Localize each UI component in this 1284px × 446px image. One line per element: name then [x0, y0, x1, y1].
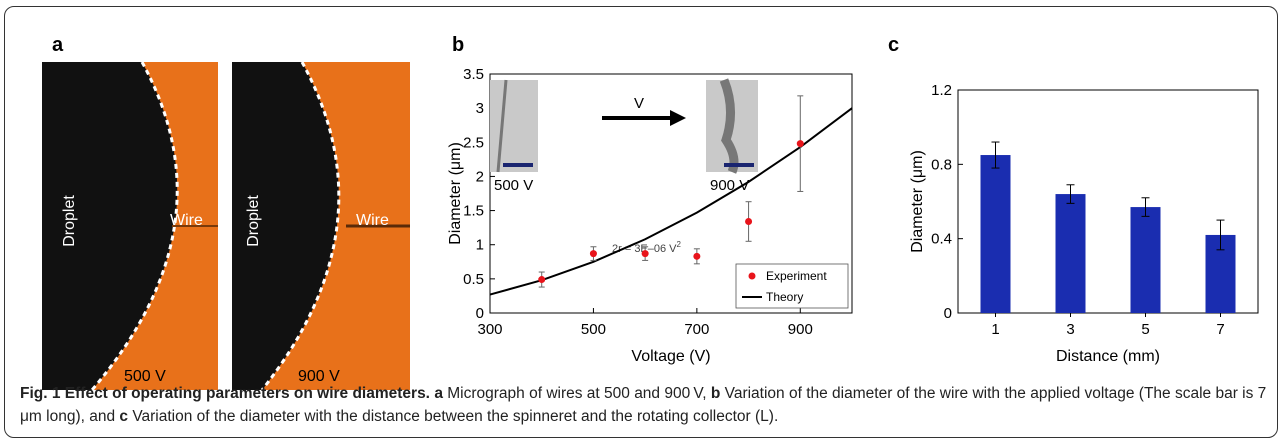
micrograph-900v: Droplet Wire 900 V — [232, 62, 410, 390]
legend-label-experiment: Experiment — [766, 269, 827, 283]
y-tick-label: 1.5 — [463, 203, 484, 220]
theory-curve — [489, 107, 853, 296]
x-axis-label: Distance (mm) — [1056, 348, 1160, 365]
y-axis-label: Diameter (μm) — [909, 150, 926, 253]
voltage-label: 900 V — [298, 368, 340, 385]
wire-label: Wire — [170, 212, 203, 229]
figure-frame — [4, 6, 1278, 438]
experiment-point — [589, 250, 597, 258]
chart-b-voltage: 0 0.5 1 1.5 2 2.5 3 3.5 300 500 700 900 Voltage (V) D… — [447, 66, 853, 365]
experiment-point — [745, 217, 753, 225]
experiment-point — [796, 140, 804, 148]
y-tick-label: 2 — [476, 168, 484, 185]
droplet-label: Droplet — [60, 195, 78, 247]
figure-caption: Fig. 1 Effect of operating parameters on… — [20, 382, 1270, 428]
inset-900v-label: 900 V — [710, 177, 749, 194]
micrograph-500v: Droplet Wire 500 V — [42, 62, 218, 390]
wire-label: Wire — [356, 212, 389, 229]
chart-b-insets: 500 V V 900 V — [490, 78, 758, 194]
caption-c-text: Variation of the diameter with the dista… — [128, 408, 779, 425]
y-tick-label: 3.5 — [463, 66, 484, 83]
voltage-label: 500 V — [124, 368, 166, 385]
plot-area-border — [489, 73, 853, 314]
caption-c-letter: c — [119, 408, 129, 425]
chart-c-axes: 0 0.4 0.8 1.2 1 3 5 7 Distance (mm) Diameter (μm) — [909, 82, 1259, 365]
y-tick-label: 0 — [476, 305, 484, 322]
chart-b-legend: Experiment Theory — [735, 263, 849, 309]
y-tick-label: 0.4 — [931, 231, 952, 248]
caption-b-letter: b — [710, 385, 721, 402]
plot-area-border — [957, 89, 1259, 314]
inset-500v-image — [490, 80, 538, 172]
x-tick-label: 7 — [1216, 321, 1224, 338]
x-tick-label: 500 — [581, 321, 606, 338]
x-tick-label: 700 — [684, 321, 709, 338]
caption-b-text: Variation of the diameter of the wire wi… — [20, 385, 1270, 425]
arrow-right-icon — [670, 110, 686, 126]
droplet-label: Droplet — [244, 195, 262, 247]
bar — [1055, 194, 1086, 313]
inset-500v-wire — [496, 79, 508, 173]
panel-a-letter: a — [52, 34, 64, 56]
chart-b-axes: 0 0.5 1 1.5 2 2.5 3 3.5 300 500 700 900 Voltage (V) D… — [447, 66, 853, 365]
experiment-point — [693, 252, 701, 260]
scale-bar-icon — [724, 163, 754, 167]
caption-a-letter: a — [434, 385, 443, 402]
x-tick-label: 5 — [1141, 321, 1149, 338]
caption-fig-label: Fig. 1 Effect of operating parameters on… — [20, 385, 430, 402]
x-axis-label: Voltage (V) — [631, 348, 710, 365]
y-tick-label: 3 — [476, 100, 484, 117]
x-tick-label: 1 — [991, 321, 999, 338]
legend-box — [735, 263, 849, 309]
caption-a-text: Micrograph of wires at 500 and 900 V, — [442, 385, 711, 402]
x-tick-label: 900 — [788, 321, 813, 338]
bar — [980, 155, 1011, 313]
legend-label-theory: Theory — [766, 290, 803, 304]
chart-c-distance: 0 0.4 0.8 1.2 1 3 5 7 Distance (mm) Diameter (μm) — [909, 82, 1259, 365]
y-axis-label: Diameter (μm) — [447, 142, 464, 245]
legend-marker-experiment — [748, 272, 756, 280]
y-tick-label: 0.8 — [931, 156, 952, 173]
experiment-point — [641, 250, 649, 258]
inset-500v-label: 500 V — [494, 177, 533, 194]
y-tick-label: 2.5 — [463, 134, 484, 151]
y-tick-label: 0.5 — [463, 271, 484, 288]
scale-bar-icon — [503, 163, 533, 167]
arrow-label: V — [634, 95, 644, 112]
x-tick-label: 3 — [1066, 321, 1074, 338]
x-tick-label: 300 — [477, 321, 502, 338]
y-tick-label: 1 — [476, 237, 484, 254]
bar — [1130, 207, 1161, 313]
panel-c-letter: c — [888, 34, 900, 56]
experiment-point — [538, 276, 546, 284]
y-tick-label: 0 — [944, 305, 952, 322]
chart-b-data — [489, 95, 853, 296]
y-tick-label: 1.2 — [931, 82, 952, 99]
panel-b-letter: b — [452, 34, 465, 56]
chart-c-data — [980, 141, 1236, 313]
